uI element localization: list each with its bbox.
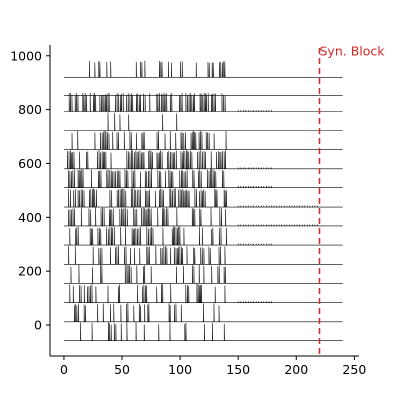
trace-8 [63,188,343,208]
x-tick-label: 0 [60,362,68,377]
trace-4 [63,264,343,284]
y-tick-label: 400 [18,210,42,225]
y-ticks: 0 200 400 600 800 1000 [10,48,50,333]
trace-5 [63,245,343,265]
y-tick-label: 0 [34,318,42,333]
trace-14 [63,60,343,78]
x-tick-label: 150 [226,362,250,377]
x-tick-label: 50 [114,362,130,377]
trace-2 [63,302,343,323]
trace-7 [63,207,343,227]
trace-11 [63,130,343,150]
trace-10 [63,150,343,170]
trace-9 [63,168,343,189]
trace-6 [63,226,343,246]
x-tick-label: 250 [342,362,366,377]
trace-3 [63,283,343,303]
trace-group [63,60,343,341]
trace-13 [63,92,343,112]
x-tick-label: 100 [168,362,192,377]
x-tick-label: 200 [284,362,308,377]
trace-1 [63,321,343,341]
annotation-layer: Syn. Block [320,44,386,59]
y-tick-label: 200 [18,264,42,279]
y-tick-label: 1000 [10,48,42,63]
syn-block-label: Syn. Block [320,44,386,59]
y-tick-label: 600 [18,156,42,171]
y-tick-label: 800 [18,102,42,117]
x-ticks: 0 50 100 150 200 250 [60,356,366,377]
trace-12 [63,112,343,131]
